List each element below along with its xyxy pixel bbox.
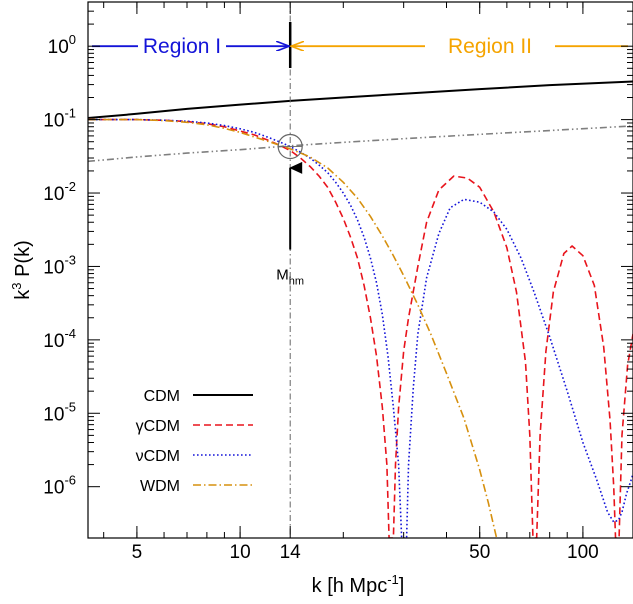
series-line-reference	[88, 125, 633, 163]
series-line-γCDM	[88, 118, 633, 538]
y-tick-label: 10-4	[43, 326, 76, 352]
y-tick-label: 10-3	[43, 252, 76, 278]
y-tick-label: 100	[48, 32, 76, 58]
legend-label: νCDM	[136, 448, 180, 465]
legend-label: γCDM	[136, 418, 180, 435]
x-axis-label: k [h Mpc-1]	[312, 572, 405, 597]
region1-label: Region I	[143, 35, 221, 58]
x-tick-label: 5	[132, 542, 143, 563]
x-axis: 5 10 14 50 100	[103, 2, 599, 563]
y-tick-label: 10-5	[43, 399, 76, 425]
y-tick-label: 10-2	[43, 179, 76, 205]
legend: CDM γCDM νCDM WDM	[136, 388, 253, 495]
y-axis: 100 10-1 10-2 10-3 10-4 10-5 10-6	[43, 1, 633, 499]
x-tick-label: 100	[567, 542, 599, 563]
x-tick-label: 14	[280, 542, 302, 563]
y-tick-label: 10-1	[43, 106, 76, 132]
y-tick-label: 10-6	[43, 473, 76, 499]
x-tick-label: 10	[230, 542, 251, 563]
legend-label: CDM	[144, 388, 180, 405]
series-line-WDM	[88, 118, 498, 538]
y-axis-label: k3 P(k)	[9, 240, 34, 299]
x-tick-label: 50	[469, 542, 490, 563]
mhm-label: Mhm	[276, 267, 304, 288]
legend-label: WDM	[140, 478, 180, 495]
series-line-CDM	[88, 80, 633, 120]
series-line-νCDM	[88, 118, 633, 538]
region2-label: Region II	[448, 35, 532, 58]
